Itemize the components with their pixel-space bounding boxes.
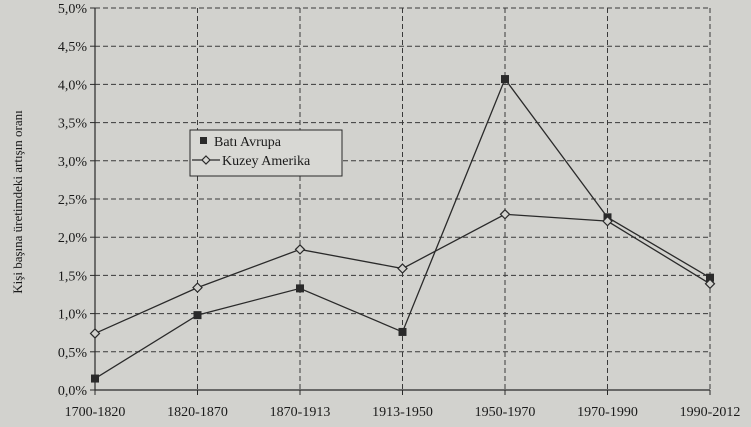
y-tick-labels: 0,0% 0,5% 1,0% 1,5% 2,0% 2,5% 3,0% 3,5% 4,0% 4,5%…	[58, 2, 88, 399]
data-point-kuzey-amerika	[704, 278, 716, 290]
y-tick-label: 2,0%	[58, 231, 88, 246]
x-tick-label: 1970-1990	[577, 405, 638, 420]
x-tick-labels: 1700-1820 1820-1870 1870-1913 1913-1950 1950…	[65, 405, 741, 420]
data-point-bat-avrupa	[193, 311, 202, 320]
data-point-bat-avrupa	[91, 374, 99, 383]
x-tick-label: 1820-1870	[167, 405, 228, 420]
y-tick-label: 2,5%	[58, 193, 88, 208]
y-tick-label: 3,0%	[58, 155, 88, 170]
x-tick-label: 1990-2012	[680, 405, 741, 420]
y-tick-label: 1,5%	[58, 269, 88, 284]
y-tick-label: 0,0%	[58, 384, 88, 399]
x-tick-label: 1913-1950	[372, 405, 433, 420]
y-tick-label: 3,5%	[58, 117, 88, 132]
legend-square-marker	[200, 137, 207, 144]
grid-lines	[95, 7, 711, 390]
legend-box	[189, 129, 343, 177]
data-point-bat-avrupa	[706, 273, 714, 282]
data-point-kuzey-amerika	[192, 282, 203, 293]
y-tick-label: 4,5%	[58, 40, 88, 55]
legend-label-kuzey-amerika: Kuzey Amerika	[222, 154, 311, 169]
x-tick-label: 1700-1820	[65, 405, 126, 420]
data-point-kuzey-amerika	[294, 244, 306, 255]
legend: Batı Avrupa Kuzey Amerika	[189, 129, 343, 177]
data-point-kuzey-amerika	[397, 263, 408, 274]
y-tick-label: 1,0%	[58, 308, 88, 323]
data-series	[89, 75, 716, 383]
y-axis-label: Kişi başına üretimdeki artışın oranı	[10, 110, 25, 294]
data-point-bat-avrupa	[296, 284, 304, 293]
y-tick-label: 0,5%	[58, 346, 88, 361]
y-tick-label: 4,0%	[58, 78, 88, 93]
axes	[90, 7, 711, 395]
data-point-kuzey-amerika	[499, 208, 511, 220]
y-tick-label: 5,0%	[58, 2, 88, 17]
data-point-kuzey-amerika	[89, 328, 101, 339]
data-point-bat-avrupa	[501, 75, 509, 84]
legend-diamond-marker	[201, 155, 211, 165]
legend-label-bati-avrupa: Batı Avrupa	[214, 135, 282, 150]
x-tick-label: 1870-1913	[270, 405, 331, 420]
data-point-kuzey-amerika	[602, 215, 613, 227]
x-tick-label: 1950-1970	[475, 405, 536, 420]
data-point-bat-avrupa	[398, 327, 407, 336]
